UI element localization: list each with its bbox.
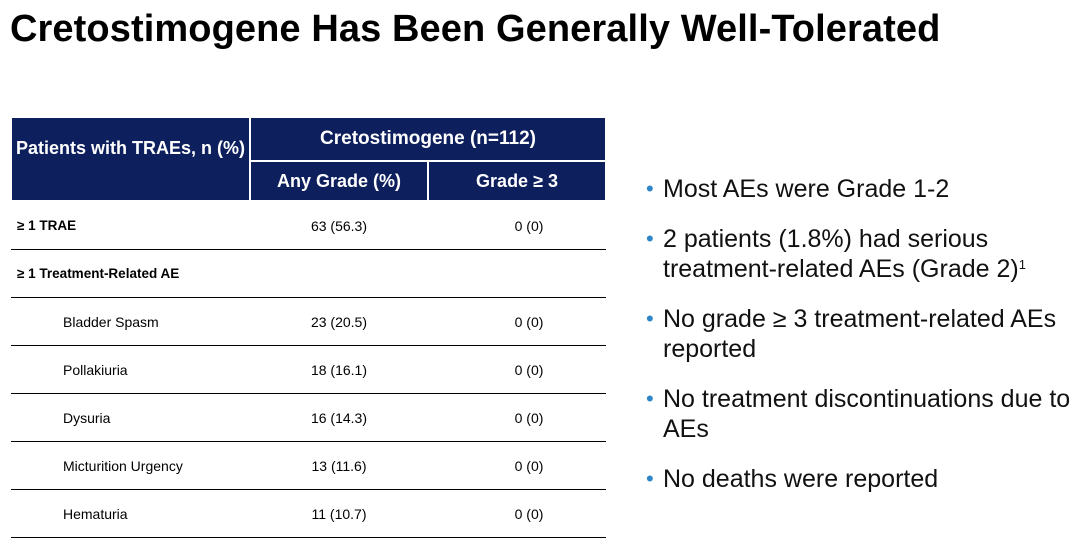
- cell-grade-3: 0 (0): [428, 297, 607, 346]
- cell-grade-3: 0 (0): [428, 441, 607, 490]
- bullet-dot-icon: •: [646, 466, 654, 491]
- bullet-item: • No deaths were reported: [644, 464, 1074, 494]
- bullet-text: No deaths were reported: [663, 465, 939, 493]
- bullet-text: 2 patients (1.8%) had serious treatment-…: [663, 225, 1019, 283]
- bullet-item: • No treatment discontinuations due to A…: [644, 384, 1074, 444]
- cell-any-grade: 11 (10.7): [250, 489, 428, 538]
- cell-any-grade: 13 (11.6): [250, 441, 428, 490]
- table-row: ≥ 1 TRAE 63 (56.3) 0 (0): [11, 201, 607, 250]
- cell-any-grade: 18 (16.1): [250, 345, 428, 394]
- row-label: Bladder Spasm: [11, 297, 250, 346]
- bullet-dot-icon: •: [646, 386, 654, 411]
- table-row: ≥ 1 Treatment-Related AE: [11, 249, 607, 298]
- footnote-marker: 1: [1018, 257, 1026, 272]
- bullet-item: • 2 patients (1.8%) had serious treatmen…: [644, 224, 1074, 284]
- cell-grade-3: 0 (0): [428, 345, 607, 394]
- bullet-text: No grade ≥ 3 treatment-related AEs repor…: [663, 305, 1057, 363]
- cell-any-grade: 23 (20.5): [250, 297, 428, 346]
- cell-grade-3: 0 (0): [428, 393, 607, 442]
- bullet-text: Most AEs were Grade 1-2: [663, 175, 950, 203]
- bullet-dot-icon: •: [646, 306, 654, 331]
- table-row: Micturition Urgency 13 (11.6) 0 (0): [11, 441, 607, 490]
- table-row: Hematuria 11 (10.7) 0 (0): [11, 489, 607, 538]
- row-label: Micturition Urgency: [11, 441, 250, 490]
- row-label: Hematuria: [11, 489, 250, 538]
- table-row: Bladder Spasm 23 (20.5) 0 (0): [11, 297, 607, 346]
- adverse-events-table: Patients with TRAEs, n (%) Cretostimogen…: [10, 115, 608, 538]
- cell-any-grade: 63 (56.3): [250, 201, 428, 250]
- header-cretostimogene-group: Cretostimogene (n=112): [248, 115, 608, 163]
- table-row: Pollakiuria 18 (16.1) 0 (0): [11, 345, 607, 394]
- bullet-item: • Most AEs were Grade 1-2: [644, 174, 1074, 204]
- cell-grade-3: 0 (0): [428, 201, 607, 250]
- cell-grade-3: [428, 249, 607, 298]
- cell-any-grade: [250, 249, 428, 298]
- bullet-dot-icon: •: [646, 176, 654, 201]
- cell-any-grade: 16 (14.3): [250, 393, 428, 442]
- table-row: Dysuria 16 (14.3) 0 (0): [11, 393, 607, 442]
- bullet-item: • No grade ≥ 3 treatment-related AEs rep…: [644, 304, 1074, 364]
- cell-grade-3: 0 (0): [428, 489, 607, 538]
- bullet-text: No treatment discontinuations due to AEs: [663, 385, 1071, 443]
- header-any-grade: Any Grade (%): [249, 160, 429, 202]
- row-label: ≥ 1 Treatment-Related AE: [11, 249, 250, 298]
- row-label: Dysuria: [11, 393, 250, 442]
- header-grade-3: Grade ≥ 3: [426, 160, 608, 202]
- header-patients-with-traes: Patients with TRAEs, n (%): [10, 116, 251, 202]
- page-title: Cretostimogene Has Been Generally Well-T…: [10, 8, 941, 50]
- bullet-dot-icon: •: [646, 226, 654, 251]
- row-label: ≥ 1 TRAE: [11, 201, 250, 250]
- row-label: Pollakiuria: [11, 345, 250, 394]
- key-points-list: • Most AEs were Grade 1-2 • 2 patients (…: [644, 174, 1074, 514]
